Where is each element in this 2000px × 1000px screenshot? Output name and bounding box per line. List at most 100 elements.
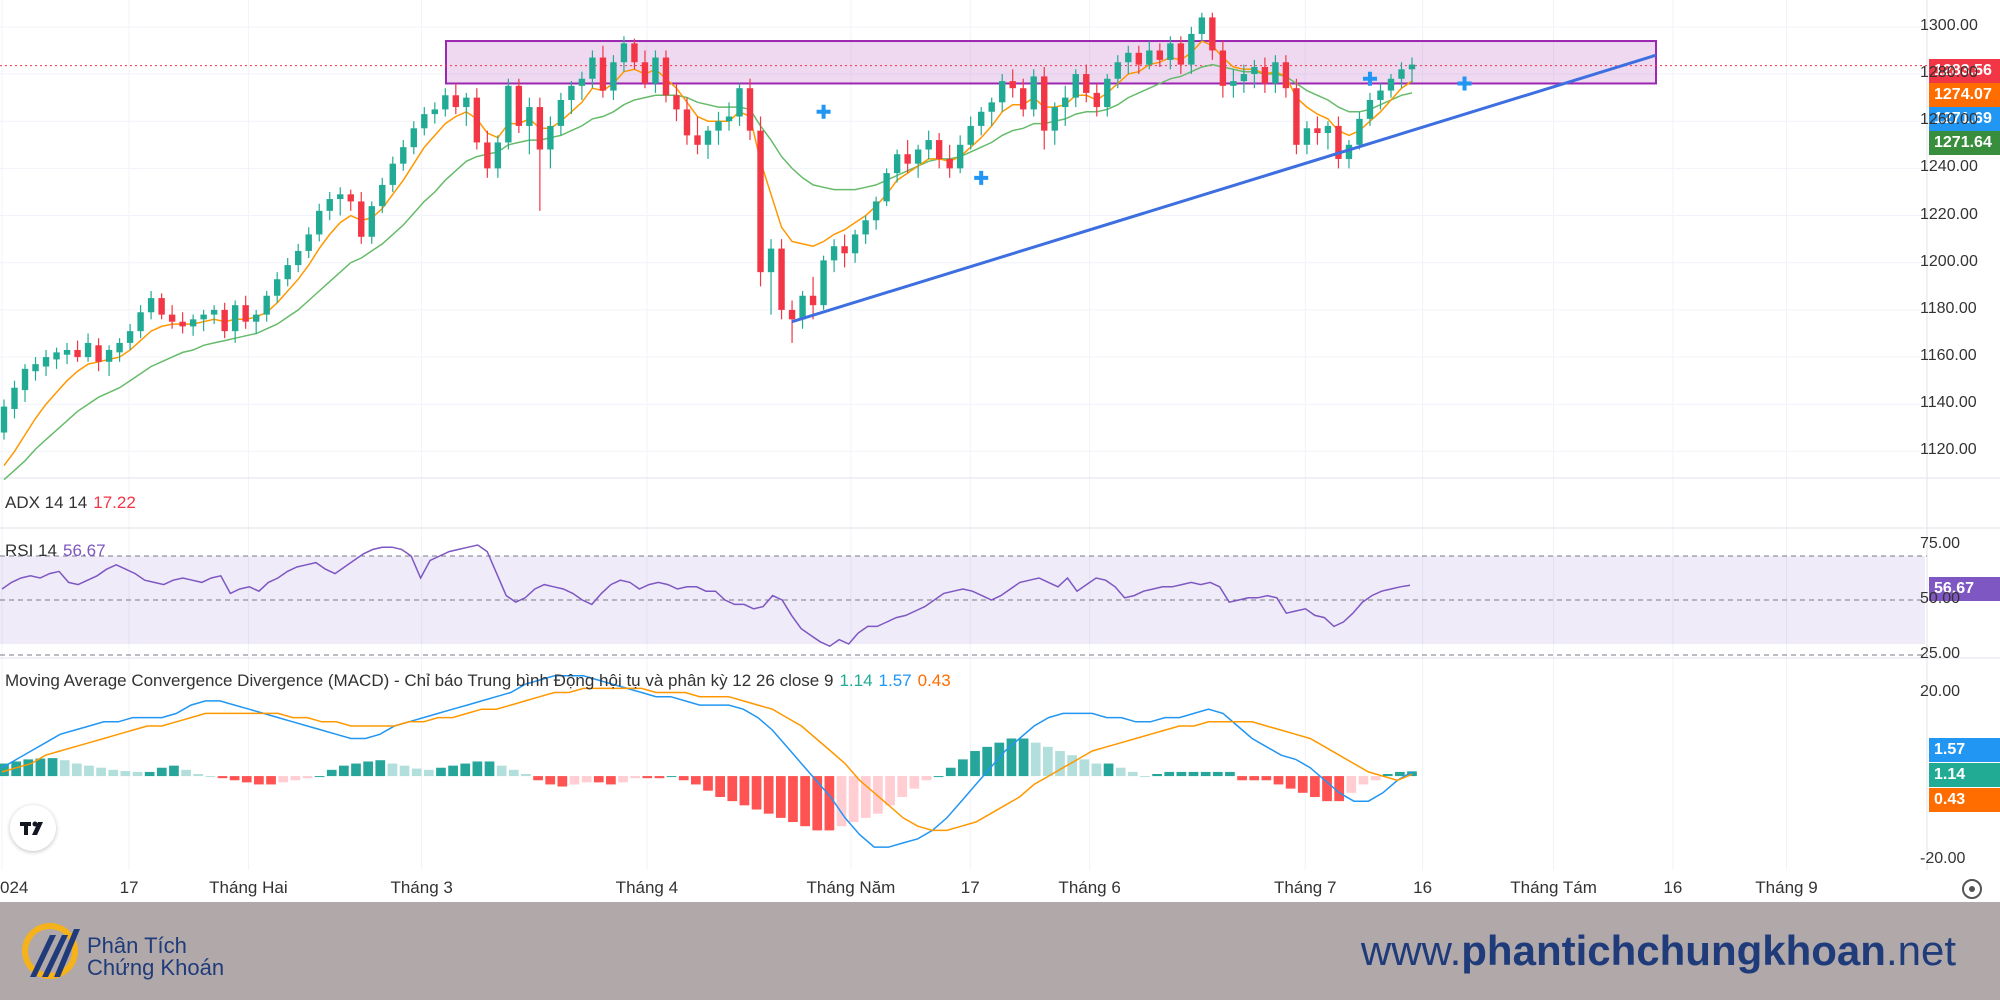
cross-marker <box>816 104 831 119</box>
macd-histogram-bar <box>945 767 956 777</box>
x-tick-label: 16 <box>1413 878 1433 897</box>
macd-histogram-bar <box>1091 763 1102 777</box>
candle-body <box>820 260 827 306</box>
candle-body <box>1282 62 1290 89</box>
macd-histogram-bar <box>193 774 204 777</box>
rsi-badge: 56.67 <box>1929 577 2000 601</box>
ma-blue-badge: 1271.69 <box>1929 107 2000 131</box>
candle-body <box>116 342 123 353</box>
site-suffix: .net <box>1885 927 1956 974</box>
candle-body <box>21 368 29 391</box>
candle-body <box>830 246 838 261</box>
macd-histogram-bar <box>1140 776 1150 778</box>
candle-body <box>95 345 102 362</box>
candle-body <box>379 184 386 207</box>
macd-histogram-bar <box>169 765 179 777</box>
macd-histogram-bar <box>885 776 895 806</box>
macd-histogram-bar <box>120 771 131 777</box>
macd-histogram-bar <box>59 760 70 777</box>
macd-histogram-bar <box>423 769 434 777</box>
macd-histogram-bar <box>1273 776 1284 785</box>
candle-body <box>452 95 460 108</box>
macd-histogram-bar <box>545 776 556 785</box>
candle-body <box>231 305 239 332</box>
candle-body <box>1135 52 1143 65</box>
candle-body <box>967 125 974 145</box>
candle-body <box>179 321 186 327</box>
candle-body <box>851 234 859 254</box>
macd-signal-badge: 0.43 <box>1929 788 2000 812</box>
candle-body <box>589 57 596 79</box>
macd-histogram-bar <box>533 776 543 781</box>
macd-histogram-bar <box>144 771 155 777</box>
website-url[interactable]: www.phantichchungkhoan.net <box>1361 927 1956 975</box>
candle-body <box>536 107 544 150</box>
macd-histogram-bar <box>666 776 677 778</box>
macd-histogram-bar <box>727 776 738 802</box>
candle-body <box>904 154 911 164</box>
candle-body <box>547 125 554 150</box>
candle-body <box>1261 66 1269 84</box>
macd-histogram-bar <box>569 776 580 785</box>
candle-body <box>1303 128 1311 145</box>
candle-body <box>1356 118 1363 145</box>
candle-body <box>1324 125 1332 134</box>
candle-body <box>316 210 323 235</box>
site-main: phantichchungkhoan <box>1461 927 1886 974</box>
macd-histogram-bar <box>108 769 119 777</box>
macd-histogram-bar <box>1249 776 1260 781</box>
macd-histogram-bar <box>96 767 106 777</box>
macd-histogram-bar <box>47 758 58 777</box>
candle-body <box>725 116 733 122</box>
candle-body <box>578 78 586 86</box>
candle-body <box>683 109 691 136</box>
macd-histogram-bar <box>581 776 592 783</box>
macd-histogram-bar <box>217 776 228 779</box>
macd-histogram-bar <box>1322 776 1332 802</box>
macd-histogram-bar <box>1176 771 1187 777</box>
rsi-title: RSI 14 56.67 <box>5 541 106 561</box>
candle-body <box>704 130 712 145</box>
macd-hist-value: 1.14 <box>839 671 873 690</box>
price-tick-label: 1220.00 <box>1920 205 1978 223</box>
rsi-tick-label: 25.00 <box>1920 645 1961 662</box>
candle-body <box>788 309 796 320</box>
candle-body <box>568 85 575 100</box>
adx-label: ADX 14 14 <box>5 493 88 512</box>
macd-histogram-bar <box>23 759 34 777</box>
candle-body <box>463 97 470 108</box>
candle-body <box>641 62 649 84</box>
candle-body <box>946 158 953 169</box>
settings-gear-icon[interactable] <box>1962 879 1982 899</box>
macd-histogram-bar <box>1055 751 1065 777</box>
macd-histogram-bar <box>970 751 980 777</box>
candle-body <box>273 279 281 296</box>
macd-histogram-bar <box>836 776 847 827</box>
macd-histogram-bar <box>642 776 653 779</box>
last-price-badge: 1283.56 <box>1929 59 2000 83</box>
macd-histogram-bar <box>1200 771 1211 777</box>
macd-histogram-bar <box>812 776 823 831</box>
candle-body <box>1020 88 1027 110</box>
candle-body <box>147 298 155 313</box>
candle-body <box>494 142 502 169</box>
candle-body <box>767 248 775 273</box>
candle-body <box>189 319 197 327</box>
macd-histogram-bar <box>35 758 46 777</box>
candle-body <box>242 305 249 322</box>
price-tick-label: 1120.00 <box>1920 441 1977 459</box>
macd-histogram-bar <box>1152 774 1162 777</box>
macd-histogram-bar <box>254 776 264 785</box>
candle-body <box>1398 69 1405 79</box>
candle-body <box>1188 33 1195 65</box>
tradingview-logo[interactable] <box>10 805 56 851</box>
macd-line-value: 1.57 <box>878 671 912 690</box>
adx-value: 17.22 <box>93 493 136 512</box>
rsi-label: RSI 14 <box>5 541 57 560</box>
candle-body <box>1072 74 1079 98</box>
rsi-tick-label: 50.00 <box>1920 590 1961 607</box>
macd-histogram-bar <box>897 776 908 797</box>
macd-pane <box>0 675 1417 848</box>
brand-logo-icon <box>22 923 80 979</box>
macd-histogram-bar <box>909 776 920 789</box>
